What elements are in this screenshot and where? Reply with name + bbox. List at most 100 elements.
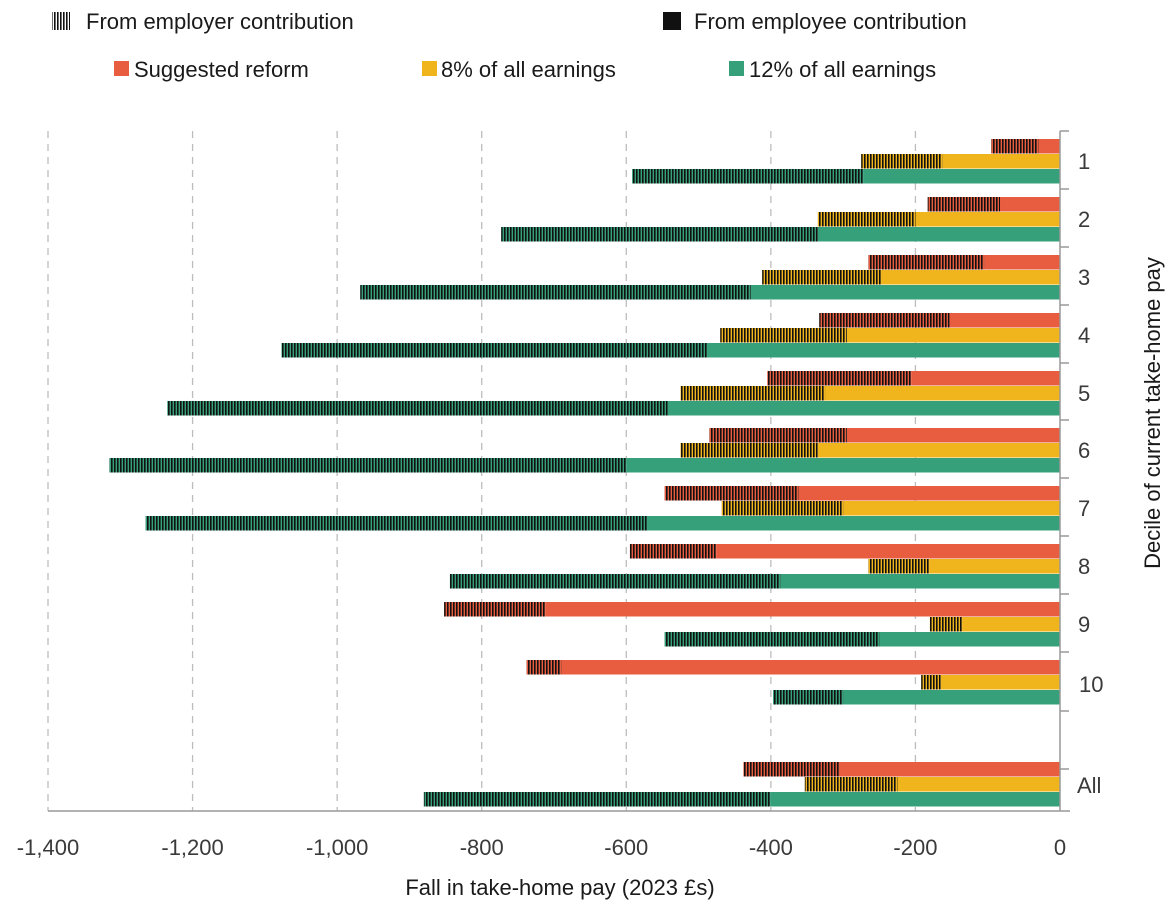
- x-tick-label: -400: [749, 835, 793, 860]
- y-axis-title: Decile of current take-home pay: [1140, 257, 1165, 569]
- bar-employee-segment: [863, 169, 1060, 184]
- bar-employer-hatch: [868, 255, 985, 270]
- bar-employer-hatch: [762, 270, 882, 285]
- legend-item-eight: 8% of all earnings: [422, 57, 616, 82]
- bar-employee-segment: [843, 501, 1060, 516]
- bar-employee-segment: [1000, 197, 1060, 212]
- x-tick-label: -600: [604, 835, 648, 860]
- legend-swatch-reform: [114, 61, 129, 76]
- bars: [109, 139, 1060, 807]
- bar-employee-segment: [716, 544, 1060, 559]
- bar-employee-segment: [942, 154, 1060, 169]
- bar-employer-hatch: [449, 574, 781, 589]
- bar-employer-hatch: [709, 428, 847, 443]
- bar-employer-hatch: [804, 777, 898, 792]
- x-tick-label: -1,200: [161, 835, 223, 860]
- bar-employee-segment: [707, 343, 1060, 358]
- y-category-label: 9: [1078, 612, 1090, 637]
- y-category-label: 10: [1079, 672, 1103, 697]
- bar-employer-hatch: [721, 501, 844, 516]
- bar-employee-segment: [561, 660, 1060, 675]
- bar-employee-segment: [897, 777, 1060, 792]
- y-category-label: 7: [1078, 496, 1090, 521]
- bar-employer-hatch: [145, 516, 648, 531]
- bar-employee-segment: [545, 602, 1060, 617]
- bar-employee-segment: [843, 690, 1060, 705]
- bar-employer-hatch: [360, 285, 751, 300]
- bar-employer-hatch: [929, 617, 963, 632]
- legend-item-employer: From employer contribution: [52, 9, 354, 34]
- bar-employee-segment: [750, 285, 1060, 300]
- y-category-label: 5: [1078, 381, 1090, 406]
- x-tick-label: 0: [1054, 835, 1066, 860]
- bar-employee-segment: [770, 792, 1060, 807]
- bar-employee-segment: [817, 443, 1060, 458]
- bar-employee-segment: [949, 313, 1060, 328]
- y-category-label: 8: [1078, 554, 1090, 579]
- bar-employee-segment: [817, 227, 1060, 242]
- bar-employer-hatch: [921, 675, 941, 690]
- x-axis-title: Fall in take-home pay (2023 £s): [405, 875, 714, 900]
- bar-employer-hatch: [526, 660, 562, 675]
- bar-employee-segment: [780, 574, 1060, 589]
- bar-employee-segment: [915, 212, 1060, 227]
- bar-employee-segment: [940, 675, 1060, 690]
- bar-employer-hatch: [680, 386, 826, 401]
- bar-employer-hatch: [720, 328, 847, 343]
- legend-label-twelve: 12% of all earnings: [749, 57, 936, 82]
- legend-label-employer: From employer contribution: [86, 9, 354, 34]
- bar-employer-hatch: [423, 792, 771, 807]
- legend-swatch-eight: [422, 61, 437, 76]
- bar-employer-hatch: [664, 632, 880, 647]
- bar-employer-hatch: [680, 443, 818, 458]
- y-category-label: 6: [1078, 438, 1090, 463]
- bar-employer-hatch: [861, 154, 943, 169]
- bar-employer-hatch: [991, 139, 1039, 154]
- x-tick-label: -1,000: [306, 835, 368, 860]
- bar-employee-segment: [846, 428, 1060, 443]
- bar-employer-hatch: [632, 169, 864, 184]
- y-category-label: All: [1077, 773, 1101, 798]
- bar-employee-segment: [984, 255, 1060, 270]
- bar-employer-hatch: [109, 458, 627, 473]
- legend-item-reform: Suggested reform: [114, 57, 309, 82]
- legend-item-employee: From employee contribution: [663, 9, 967, 34]
- bar-employee-segment: [626, 458, 1060, 473]
- x-tick-label: -800: [460, 835, 504, 860]
- bar-employer-hatch: [743, 762, 840, 777]
- bar-employer-hatch: [767, 371, 912, 386]
- bar-employer-hatch: [927, 197, 1001, 212]
- x-tick-label: -1,400: [17, 835, 79, 860]
- bar-employee-segment: [839, 762, 1060, 777]
- y-category-label: 1: [1078, 149, 1090, 174]
- bar-employer-hatch: [281, 343, 708, 358]
- legend-item-twelve: 12% of all earnings: [729, 57, 936, 82]
- bar-employee-segment: [1038, 139, 1060, 154]
- legend: From employer contribution From employee…: [52, 9, 967, 82]
- bar-employee-segment: [846, 328, 1060, 343]
- bar-employee-segment: [647, 516, 1060, 531]
- legend-swatch-employer: [52, 12, 70, 30]
- bar-employer-hatch: [817, 212, 916, 227]
- bar-employer-hatch: [629, 544, 717, 559]
- bar-employee-segment: [911, 371, 1060, 386]
- legend-label-eight: 8% of all earnings: [441, 57, 616, 82]
- bar-employer-hatch: [501, 227, 818, 242]
- bar-employee-segment: [825, 386, 1060, 401]
- bar-employee-segment: [879, 632, 1060, 647]
- bar-employer-hatch: [773, 690, 844, 705]
- bar-employee-segment: [929, 559, 1060, 574]
- bar-employee-segment: [881, 270, 1060, 285]
- bar-employee-segment: [798, 486, 1060, 501]
- bar-employee-segment: [667, 401, 1060, 416]
- bar-employer-hatch: [868, 559, 930, 574]
- bar-employer-hatch: [819, 313, 950, 328]
- legend-swatch-twelve: [729, 61, 744, 76]
- y-category-label: 2: [1078, 207, 1090, 232]
- bar-employer-hatch: [444, 602, 546, 617]
- legend-swatch-employee: [663, 12, 681, 30]
- axes: -1,400 -1,200 -1,000 -800 -600 -400 -200 0 1 2 3 4 5…: [17, 130, 1103, 860]
- x-tick-label: -200: [893, 835, 937, 860]
- bar-employee-segment: [962, 617, 1060, 632]
